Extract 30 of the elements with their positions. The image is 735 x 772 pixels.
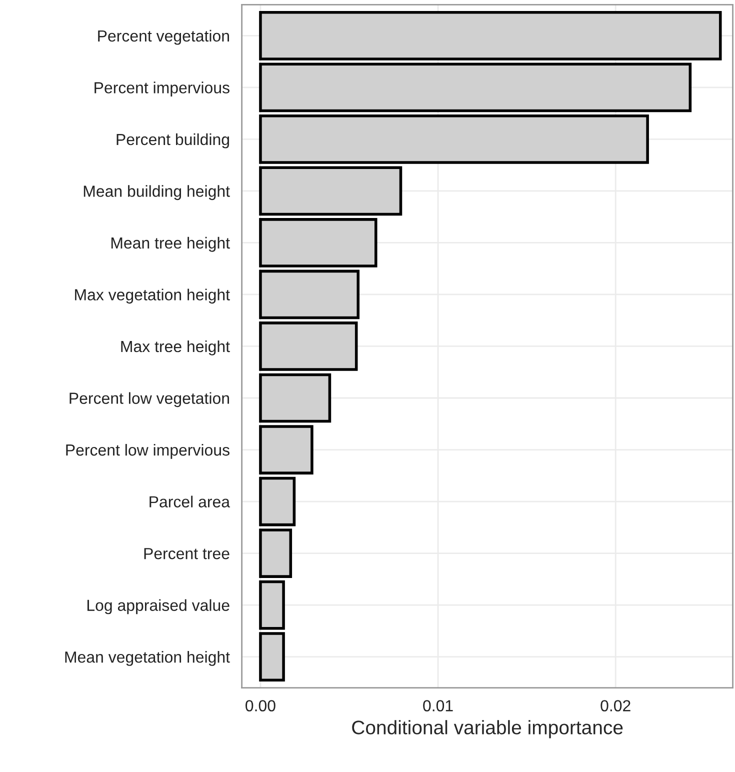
bar: [259, 528, 292, 578]
x-tick-label: 0.01: [423, 700, 453, 712]
x-tick-label: 0.02: [600, 700, 630, 712]
bar: [259, 270, 360, 320]
y-tick-label: Max vegetation height: [75, 288, 230, 304]
y-tick-label: Log appraised value: [87, 599, 230, 614]
y-tick-label: Percent impervious: [94, 82, 230, 97]
bar: [259, 114, 649, 164]
x-tick-label: 0.00: [246, 700, 276, 712]
y-tick-label: Mean tree height: [111, 236, 230, 252]
y-tick-label: Percent building: [116, 133, 229, 148]
bar: [259, 11, 722, 60]
bar: [259, 62, 692, 112]
bar: [259, 580, 285, 630]
bar: [259, 166, 402, 216]
y-tick-label: Mean vegetation height: [65, 651, 230, 666]
bar: [259, 632, 285, 682]
y-tick-label: Percent low impervious: [66, 444, 230, 459]
bar: [259, 476, 296, 526]
y-tick-label: Parcel area: [150, 496, 230, 508]
y-tick-label: Percent vegetation: [98, 30, 229, 45]
y-tick-label: Max tree height: [121, 340, 230, 356]
bar: [259, 425, 314, 474]
y-tick-label: Percent low vegetation: [70, 392, 229, 408]
x-axis-title: Conditional variable importance: [352, 720, 623, 738]
bar: [259, 373, 332, 423]
y-tick-label: Percent tree: [144, 548, 230, 560]
y-tick-label: Mean building height: [84, 185, 230, 200]
bar: [259, 322, 358, 371]
bar: [259, 218, 378, 268]
